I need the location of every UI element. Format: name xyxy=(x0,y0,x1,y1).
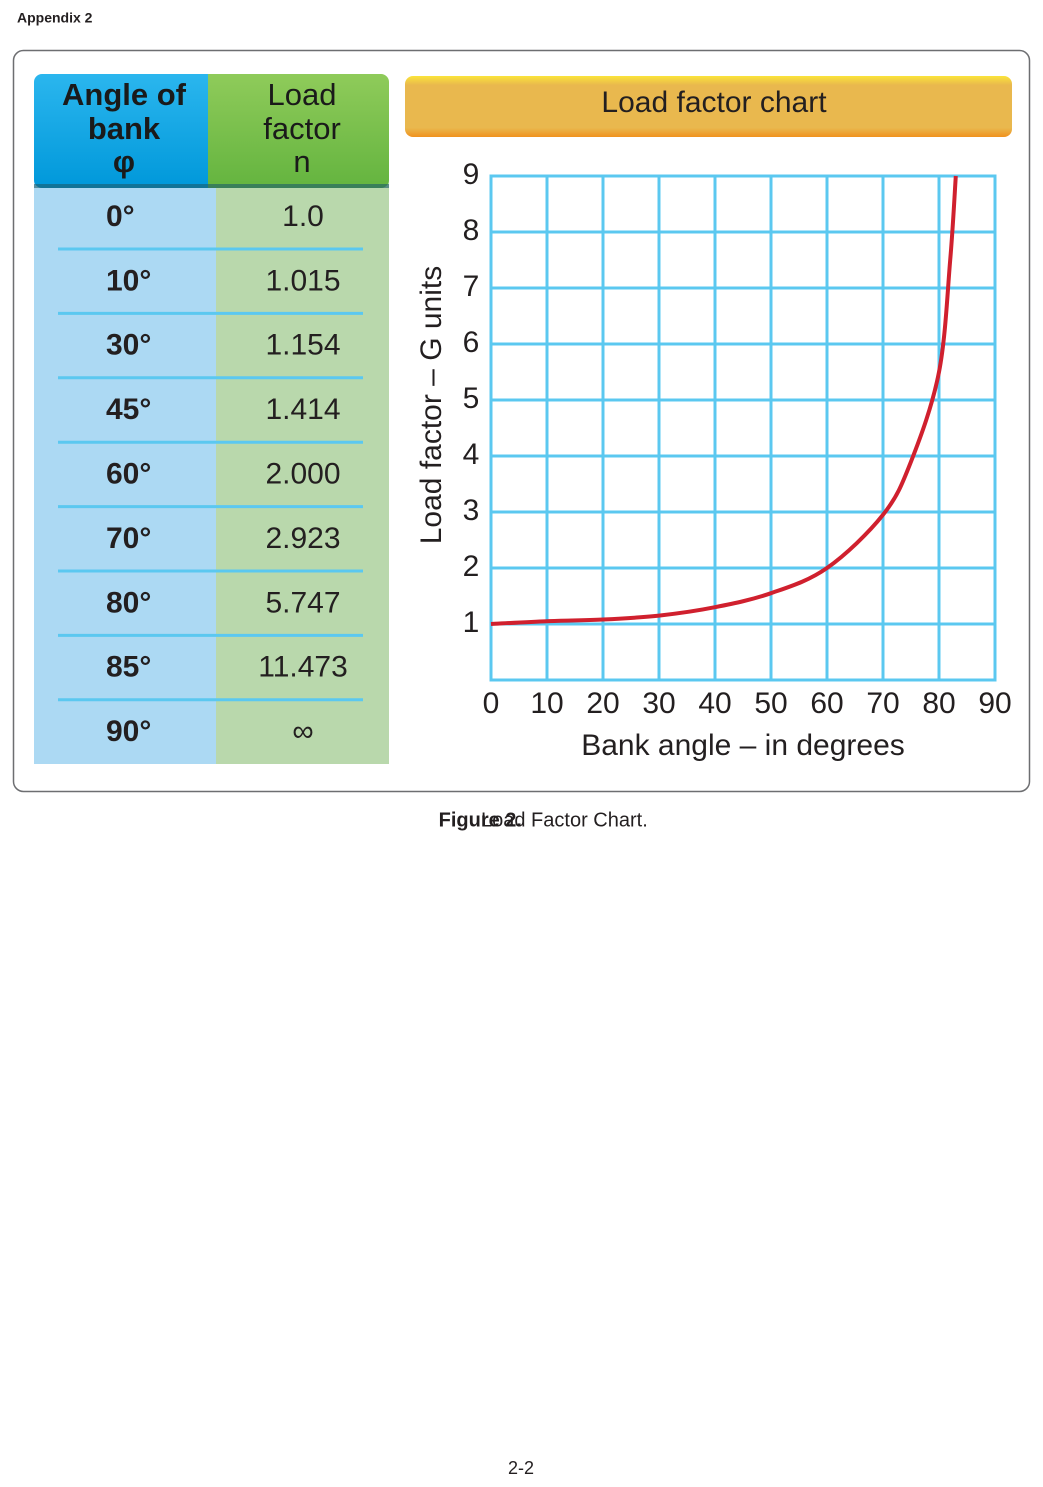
table-cell: 5.747 xyxy=(265,586,340,619)
table-header: factor xyxy=(263,111,341,146)
table-cell: 0° xyxy=(106,200,135,233)
y-tick-label: 1 xyxy=(463,606,480,639)
header-shadow xyxy=(34,184,389,188)
y-tick-label: 4 xyxy=(463,438,480,471)
x-tick-label: 70 xyxy=(866,687,899,720)
x-tick-label: 80 xyxy=(922,687,955,720)
y-tick-label: 3 xyxy=(463,494,480,527)
caption-text: Load Factor Chart. xyxy=(481,809,648,831)
table-cell: 10° xyxy=(106,264,151,297)
header-cell xyxy=(34,74,216,188)
table-cell: 2.923 xyxy=(265,522,340,555)
table-cell: 11.473 xyxy=(258,651,348,684)
header-title: Appendix 2 xyxy=(17,10,93,26)
table-cell: 80° xyxy=(106,586,151,619)
table-cell: 85° xyxy=(106,651,151,684)
x-tick-label: 10 xyxy=(530,687,563,720)
table-cell: 1.015 xyxy=(265,264,340,297)
header-cell xyxy=(208,74,222,188)
table-cell: 45° xyxy=(106,393,151,426)
x-tick-label: 0 xyxy=(483,687,500,720)
caption-label: Figure 2. xyxy=(439,809,522,831)
panel xyxy=(12,49,1031,793)
col-bg xyxy=(216,150,389,764)
table-header: Load xyxy=(268,77,337,112)
table-cell: 30° xyxy=(106,329,151,362)
table-header: Angle of xyxy=(62,77,187,112)
y-axis-label: Load factor – G units xyxy=(415,266,448,545)
page-number: 2-2 xyxy=(508,1458,534,1478)
table-header: n xyxy=(293,144,310,179)
data-line xyxy=(490,175,958,626)
y-tick-label: 9 xyxy=(463,158,480,191)
title-bar xyxy=(405,76,1012,137)
table-header: bank xyxy=(88,111,161,146)
table-cell: 70° xyxy=(106,522,151,555)
y-tick-label: 7 xyxy=(463,270,480,303)
header-cell xyxy=(208,74,389,188)
table-cell: 60° xyxy=(106,458,151,491)
x-tick-label: 40 xyxy=(698,687,731,720)
table-cell: 1.414 xyxy=(265,393,340,426)
x-tick-label: 50 xyxy=(754,687,787,720)
x-axis-label: Bank angle – in degrees xyxy=(581,729,905,762)
plot-frame xyxy=(489,174,997,682)
y-tick-label: 5 xyxy=(463,382,480,415)
table-cell: ∞ xyxy=(292,715,313,748)
x-tick-label: 20 xyxy=(586,687,619,720)
table-cell: 2.000 xyxy=(265,458,340,491)
table-cell: 1.154 xyxy=(265,329,340,362)
table-cell: 1.0 xyxy=(282,200,324,233)
y-tick-label: 8 xyxy=(463,214,480,247)
col-bg xyxy=(34,150,216,764)
x-tick-label: 60 xyxy=(810,687,843,720)
x-tick-label: 90 xyxy=(978,687,1011,720)
table-header: φ xyxy=(113,144,135,179)
table-cell: 90° xyxy=(106,715,151,748)
x-tick-label: 30 xyxy=(642,687,675,720)
y-tick-label: 2 xyxy=(463,550,480,583)
y-tick-label: 6 xyxy=(463,326,480,359)
chart-title: Load factor chart xyxy=(601,86,827,119)
